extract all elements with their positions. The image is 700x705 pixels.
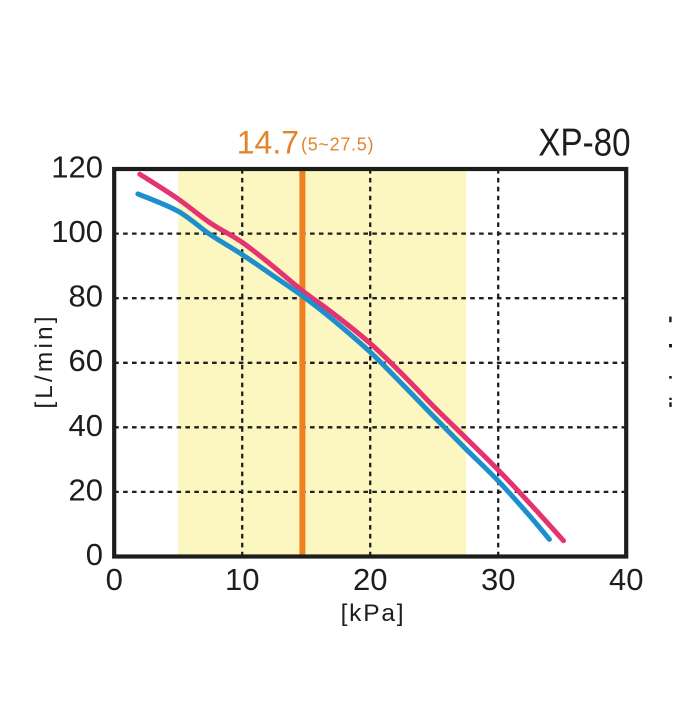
svg-text:(5~27.5): (5~27.5) xyxy=(301,135,374,155)
svg-text:[L/min]: [L/min] xyxy=(31,313,58,408)
svg-text:120: 120 xyxy=(51,150,103,185)
svg-text:20: 20 xyxy=(69,472,103,507)
svg-text:40: 40 xyxy=(609,562,643,597)
svg-text:[kPa]: [kPa] xyxy=(341,600,406,627)
svg-text:XP-80: XP-80 xyxy=(538,120,630,164)
svg-text:20: 20 xyxy=(353,562,387,597)
svg-text:100: 100 xyxy=(51,214,103,249)
svg-text:14.7: 14.7 xyxy=(237,125,299,161)
svg-text:40: 40 xyxy=(69,408,103,443)
svg-text:30: 30 xyxy=(481,562,515,597)
svg-text:80: 80 xyxy=(69,279,103,314)
svg-text:0: 0 xyxy=(86,537,103,572)
svg-text:60: 60 xyxy=(69,343,103,378)
svg-text:0: 0 xyxy=(106,562,123,597)
svg-text:10: 10 xyxy=(225,562,259,597)
